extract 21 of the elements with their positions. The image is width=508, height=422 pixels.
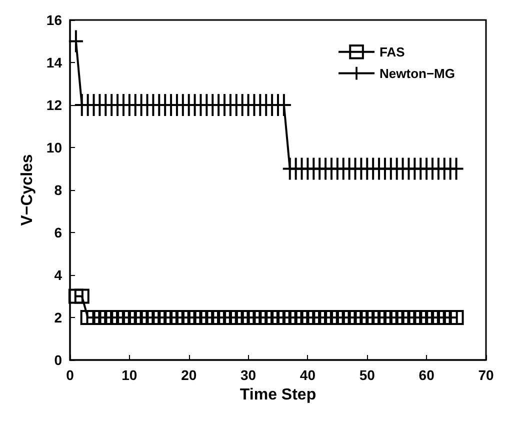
x-axis-title: Time Step (240, 386, 316, 404)
x-tick-label: 0 (66, 367, 74, 383)
y-tick-label: 0 (54, 352, 62, 368)
y-tick-label: 16 (46, 12, 62, 28)
x-tick-label: 10 (122, 367, 138, 383)
y-axis-title: V−Cycles (19, 154, 36, 226)
y-tick-label: 2 (54, 310, 62, 326)
x-tick-label: 50 (359, 367, 376, 383)
x-tick-label: 60 (418, 367, 435, 383)
y-tick-label: 12 (46, 97, 62, 113)
legend-label: FAS (380, 44, 406, 60)
y-tick-label: 10 (46, 140, 62, 156)
y-tick-label: 6 (54, 224, 62, 240)
y-tick-label: 8 (54, 182, 62, 198)
x-tick-label: 70 (478, 367, 494, 383)
x-tick-label: 40 (300, 367, 316, 383)
x-tick-label: 30 (240, 367, 256, 383)
x-tick-label: 20 (181, 367, 197, 383)
y-tick-label: 4 (54, 267, 62, 283)
legend-label: Newton−MG (380, 66, 456, 81)
y-tick-label: 14 (46, 54, 62, 70)
